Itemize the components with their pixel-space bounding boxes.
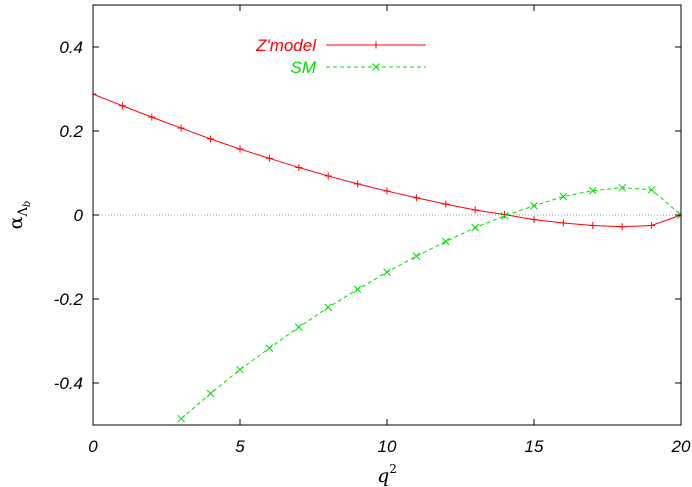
data-point-marker — [383, 268, 391, 276]
y-tick-label: 0.4 — [59, 38, 83, 57]
data-point-marker — [441, 237, 450, 246]
y-tick-label: 0.2 — [59, 122, 83, 141]
series-line — [180, 187, 681, 420]
data-point-marker — [236, 365, 244, 374]
y-tick-label: -0.2 — [54, 290, 84, 309]
data-point-marker — [177, 414, 186, 423]
x-tick-label: 0 — [88, 437, 98, 456]
data-point-marker — [559, 192, 568, 201]
x-axis-title: q2 — [377, 462, 397, 487]
data-point-marker — [265, 344, 274, 352]
data-point-marker — [647, 185, 656, 194]
data-point-marker — [530, 201, 538, 210]
legend: Z'model SM — [255, 36, 426, 77]
legend-label: SM — [291, 58, 317, 77]
y-tick-label: 0 — [74, 206, 84, 225]
legend-label: Z'model — [255, 36, 317, 55]
data-point-marker — [588, 186, 597, 195]
y-tick-label: -0.4 — [54, 374, 83, 393]
data-point-marker — [677, 211, 681, 216]
x-tick-label: 10 — [378, 437, 397, 456]
data-point-marker — [618, 183, 627, 192]
y-axis-title: αΛb — [5, 201, 33, 230]
series-line — [93, 93, 681, 228]
series-sm — [177, 183, 681, 423]
data-point-marker — [294, 323, 303, 331]
data-point-marker — [471, 223, 480, 232]
x-tick-label: 5 — [235, 437, 245, 456]
data-point-marker — [353, 285, 362, 294]
data-point-marker — [500, 211, 509, 220]
data-point-marker — [372, 63, 380, 71]
x-tick-label: 20 — [671, 437, 691, 456]
data-point-marker — [206, 389, 215, 398]
series-zmodel — [93, 90, 681, 231]
data-point-marker — [412, 252, 421, 261]
x-tick-label: 15 — [525, 437, 544, 456]
data-point-marker — [677, 214, 681, 219]
data-point-marker — [324, 303, 333, 312]
